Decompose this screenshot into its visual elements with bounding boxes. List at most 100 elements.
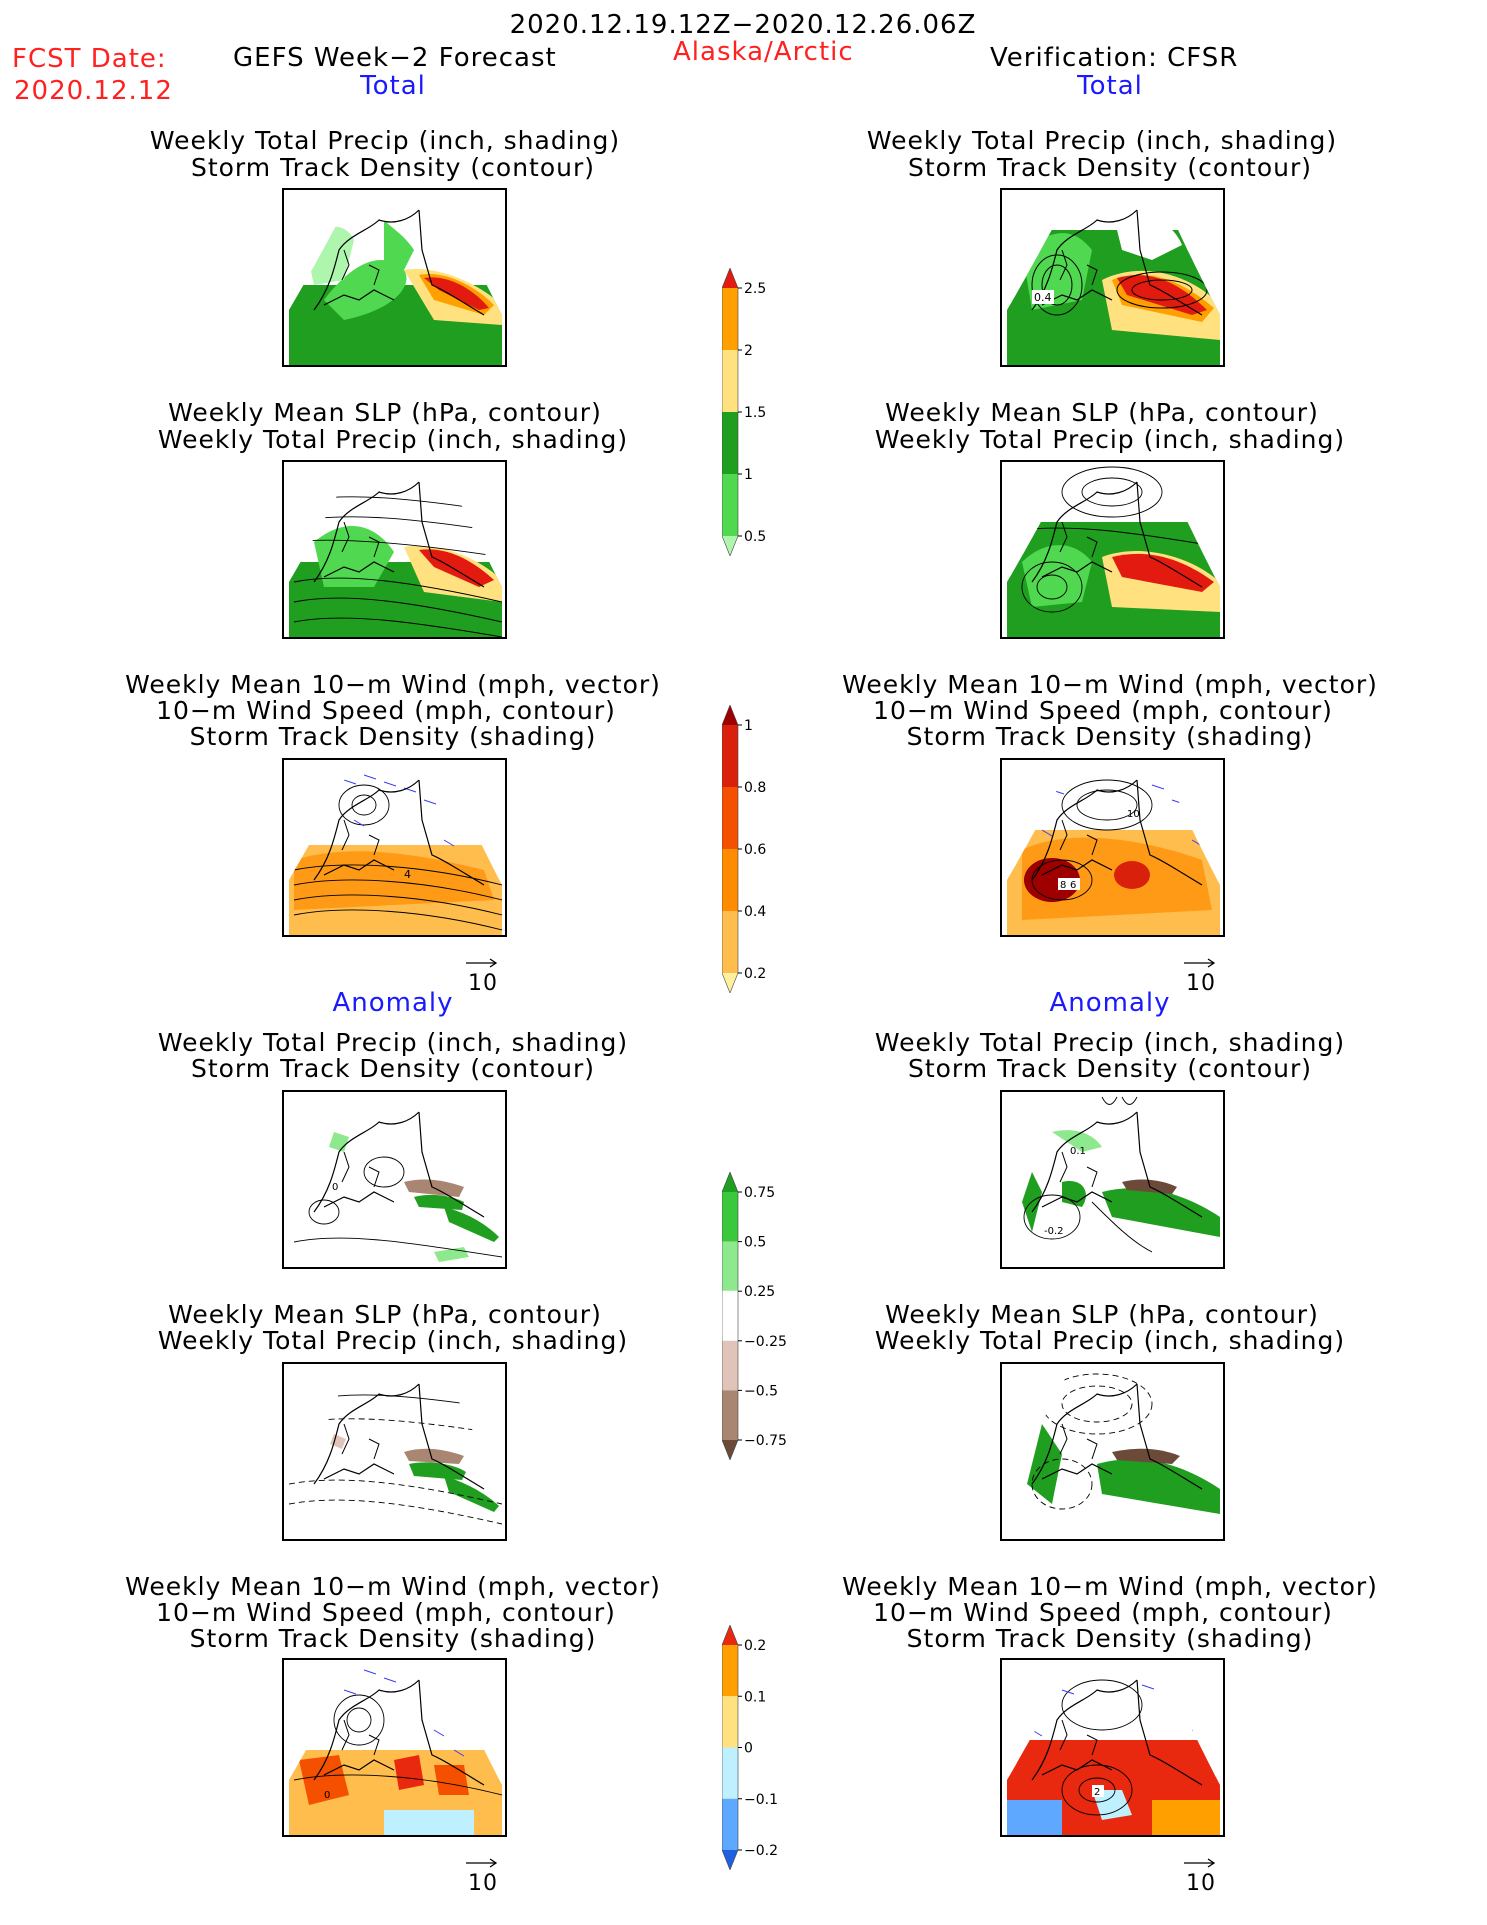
title-r1-a: Weekly Total Precip (inch, shading) [866,126,1338,155]
colorbar-label: 0.5 [744,1235,766,1251]
map-anom-precip-gefs: 0 [282,1090,507,1269]
colorbar-swatch [722,1645,738,1697]
colorbar-label: 0.1 [744,1689,766,1705]
colorbar-track-total: 10.80.60.40.20.1 [721,704,798,1044]
colorbar-swatch [722,1340,738,1391]
left-title: GEFS Week−2 Forecast [233,43,557,73]
colorbar-swatch [722,725,738,787]
colorbar-label: 0.25 [744,1284,775,1300]
map-total-precip-cfsr: 0.4 [1000,188,1225,367]
colorbar-label: 0 [744,1741,753,1757]
map-total-wind-gefs: 4 [282,758,507,937]
contour-label: 0.4 [1034,291,1052,304]
contour-label: 10 [1127,809,1140,820]
colorbar-swatch [722,288,738,350]
title-r5-a: Weekly Mean SLP (hPa, contour) [885,1300,1319,1329]
colorbar-label: −0.5 [744,1383,778,1399]
valid-period: 2020.12.19.12Z−2020.12.26.06Z [509,10,977,40]
map-total-precip-gefs [282,188,507,367]
contour-label: 0 [324,1790,330,1801]
colorbar-label: 0.5 [744,529,766,545]
colorbar-swatch [722,1241,738,1292]
colorbar-swatch [722,474,738,536]
map-anom-wind-cfsr: 2 [1000,1658,1225,1837]
colorbar-label: 0.2 [744,1638,766,1654]
colorbar-label: −0.1 [744,1792,778,1808]
contour-label: 8 [1060,880,1066,891]
vector-ref-r-total: 10 [1180,955,1220,996]
colorbar-swatch [722,268,738,288]
vector-ref-value: 10 [1186,1871,1216,1896]
title-r4-a: Weekly Total Precip (inch, shading) [874,1028,1346,1057]
colorbar-swatch [722,350,738,412]
title-l2-a: Weekly Mean SLP (hPa, contour) [168,398,602,427]
title-r2-a: Weekly Mean SLP (hPa, contour) [885,398,1319,427]
colorbar-svg: 0.2 0.1 0 −0.1 −0.2 [721,1624,778,1871]
colorbar-label: 1 [744,467,753,483]
colorbar-swatch [722,1850,738,1870]
map-total-slp-cfsr [1000,460,1225,639]
colorbar-swatch [722,412,738,474]
colorbar-swatch [722,1798,738,1850]
map-anom-precip-cfsr: 0.1 -0.2 [1000,1090,1225,1269]
region-label: Alaska/Arctic [673,37,854,67]
vector-ref-value: 10 [468,971,498,996]
colorbar-precip-total: 2.521.510.50.25 [721,267,798,607]
colorbar-swatch [722,705,738,725]
title-l3-b: 10−m Wind Speed (mph, contour) [156,696,616,725]
contour-label: 6 [1070,880,1076,891]
map-total-wind-cfsr: 10 8 6 [1000,758,1225,937]
title-l5-a: Weekly Mean SLP (hPa, contour) [168,1300,602,1329]
colorbar-swatch [722,787,738,849]
title-l3-a: Weekly Mean 10−m Wind (mph, vector) [125,670,661,699]
vector-ref-value: 10 [1186,971,1216,996]
colorbar-label: 0.6 [744,842,766,858]
title-l4-a: Weekly Total Precip (inch, shading) [157,1028,629,1057]
title-r3-b: 10−m Wind Speed (mph, contour) [873,696,1333,725]
title-r3-c: Storm Track Density (shading) [906,722,1314,751]
title-l4-b: Storm Track Density (contour) [190,1054,596,1083]
title-l6-a: Weekly Mean 10−m Wind (mph, vector) [125,1572,661,1601]
title-r6-b: 10−m Wind Speed (mph, contour) [873,1598,1333,1627]
fcst-date-label: FCST Date: [12,44,167,74]
colorbar-swatch [722,973,738,993]
title-l2-b: Weekly Total Precip (inch, shading) [157,425,629,454]
colorbar-svg: 2.521.510.50.25 [721,267,775,607]
title-r1-b: Storm Track Density (contour) [907,153,1313,182]
colorbar-label: 2 [744,343,753,359]
colorbar-svg: 10.80.60.40.20.1 [721,704,766,1044]
vector-ref-l-total: 10 [462,955,502,996]
colorbar-swatch [721,1290,739,1342]
map-anom-slp-cfsr [1000,1362,1225,1541]
colorbar-label: 0.8 [744,780,766,796]
colorbar-swatch [722,1390,738,1440]
colorbar-swatch [722,1625,738,1645]
contour-label: 2 [1094,1787,1100,1798]
colorbar-label: 1 [744,718,753,734]
right-title: Verification: CFSR [990,43,1239,73]
title-r4-b: Storm Track Density (contour) [907,1054,1313,1083]
colorbar-swatch [722,1696,738,1748]
anomaly-label-right: Anomaly [1049,988,1171,1018]
colorbar-swatch [722,911,738,973]
anomaly-label-left: Anomaly [332,988,454,1018]
colorbar-label: 2.5 [744,281,766,297]
title-r5-b: Weekly Total Precip (inch, shading) [874,1326,1346,1355]
map-anom-wind-gefs: 0 [282,1658,507,1837]
title-l3-c: Storm Track Density (shading) [189,722,597,751]
title-l6-b: 10−m Wind Speed (mph, contour) [156,1598,616,1627]
contour-label: 0.1 [1070,1146,1086,1157]
title-l5-b: Weekly Total Precip (inch, shading) [157,1326,629,1355]
colorbar-label: 0.2 [744,966,766,982]
vector-ref-l-anom: 10 [462,1855,502,1896]
title-r3-a: Weekly Mean 10−m Wind (mph, vector) [842,670,1378,699]
colorbar-label: −0.2 [744,1843,778,1859]
title-l6-c: Storm Track Density (shading) [189,1624,597,1653]
colorbar-label: 0.75 [744,1185,775,1201]
title-r2-b: Weekly Total Precip (inch, shading) [874,425,1346,454]
colorbar-label: 0.4 [744,904,766,920]
vector-ref-value: 10 [468,1871,498,1896]
colorbar-swatch [722,849,738,911]
title-r6-c: Storm Track Density (shading) [906,1624,1314,1653]
colorbar-label: −0.25 [744,1334,787,1350]
